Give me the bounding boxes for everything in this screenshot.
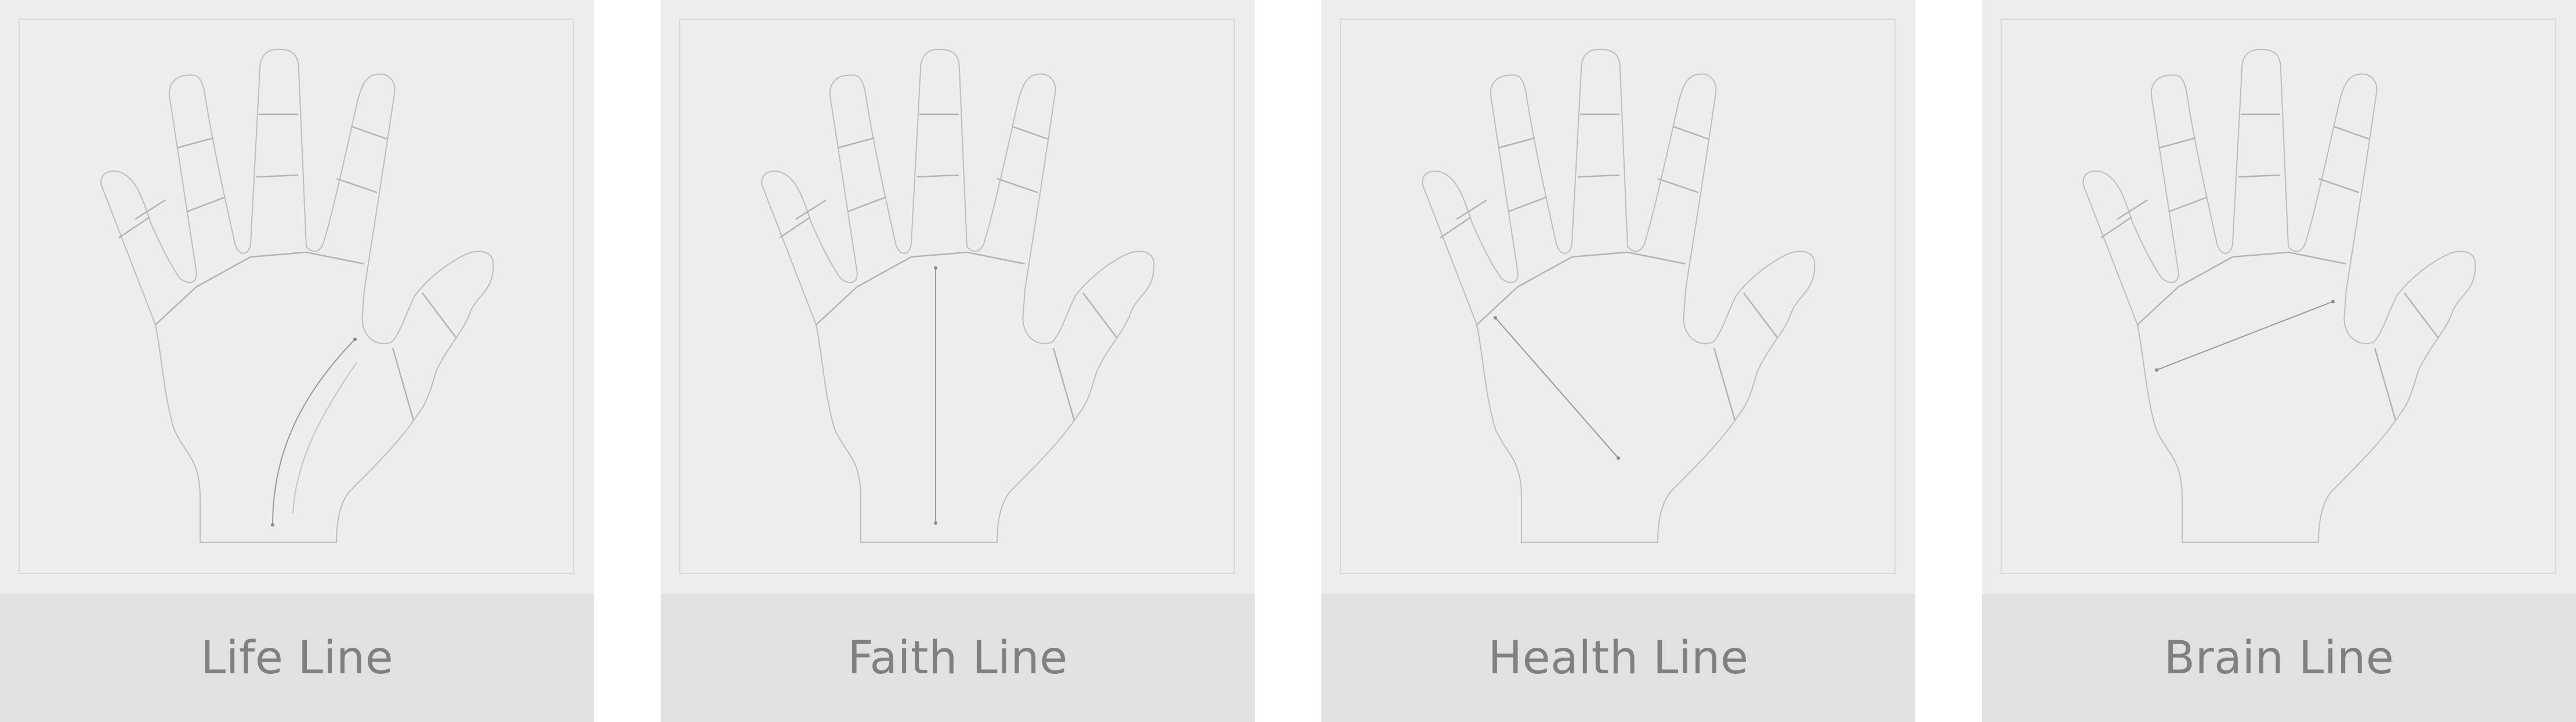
card-frame: [1340, 19, 1896, 574]
card-health-line[interactable]: Health Line: [1321, 0, 1915, 722]
card-label: Health Line: [1488, 632, 1749, 684]
hand-life-line-icon: [100, 48, 494, 543]
card-brain-line[interactable]: Brain Line: [1982, 0, 2576, 722]
card-label-bar: Health Line: [1321, 594, 1915, 722]
hand-health-line-icon: [1422, 48, 1816, 543]
hand-brain-line-icon: [2082, 48, 2476, 543]
card-frame: [19, 19, 574, 574]
card-label-bar: Faith Line: [661, 594, 1255, 722]
card-frame: [679, 19, 1235, 574]
hand-faith-line-icon: [761, 48, 1155, 543]
card-label-bar: Brain Line: [1982, 594, 2576, 722]
card-label: Life Line: [200, 632, 394, 684]
card-label-bar: Life Line: [0, 594, 594, 722]
card-frame: [2001, 19, 2556, 574]
card-label: Faith Line: [847, 632, 1068, 684]
card-faith-line[interactable]: Faith Line: [661, 0, 1255, 722]
card-label: Brain Line: [2164, 632, 2394, 684]
card-life-line[interactable]: Life Line: [0, 0, 594, 722]
